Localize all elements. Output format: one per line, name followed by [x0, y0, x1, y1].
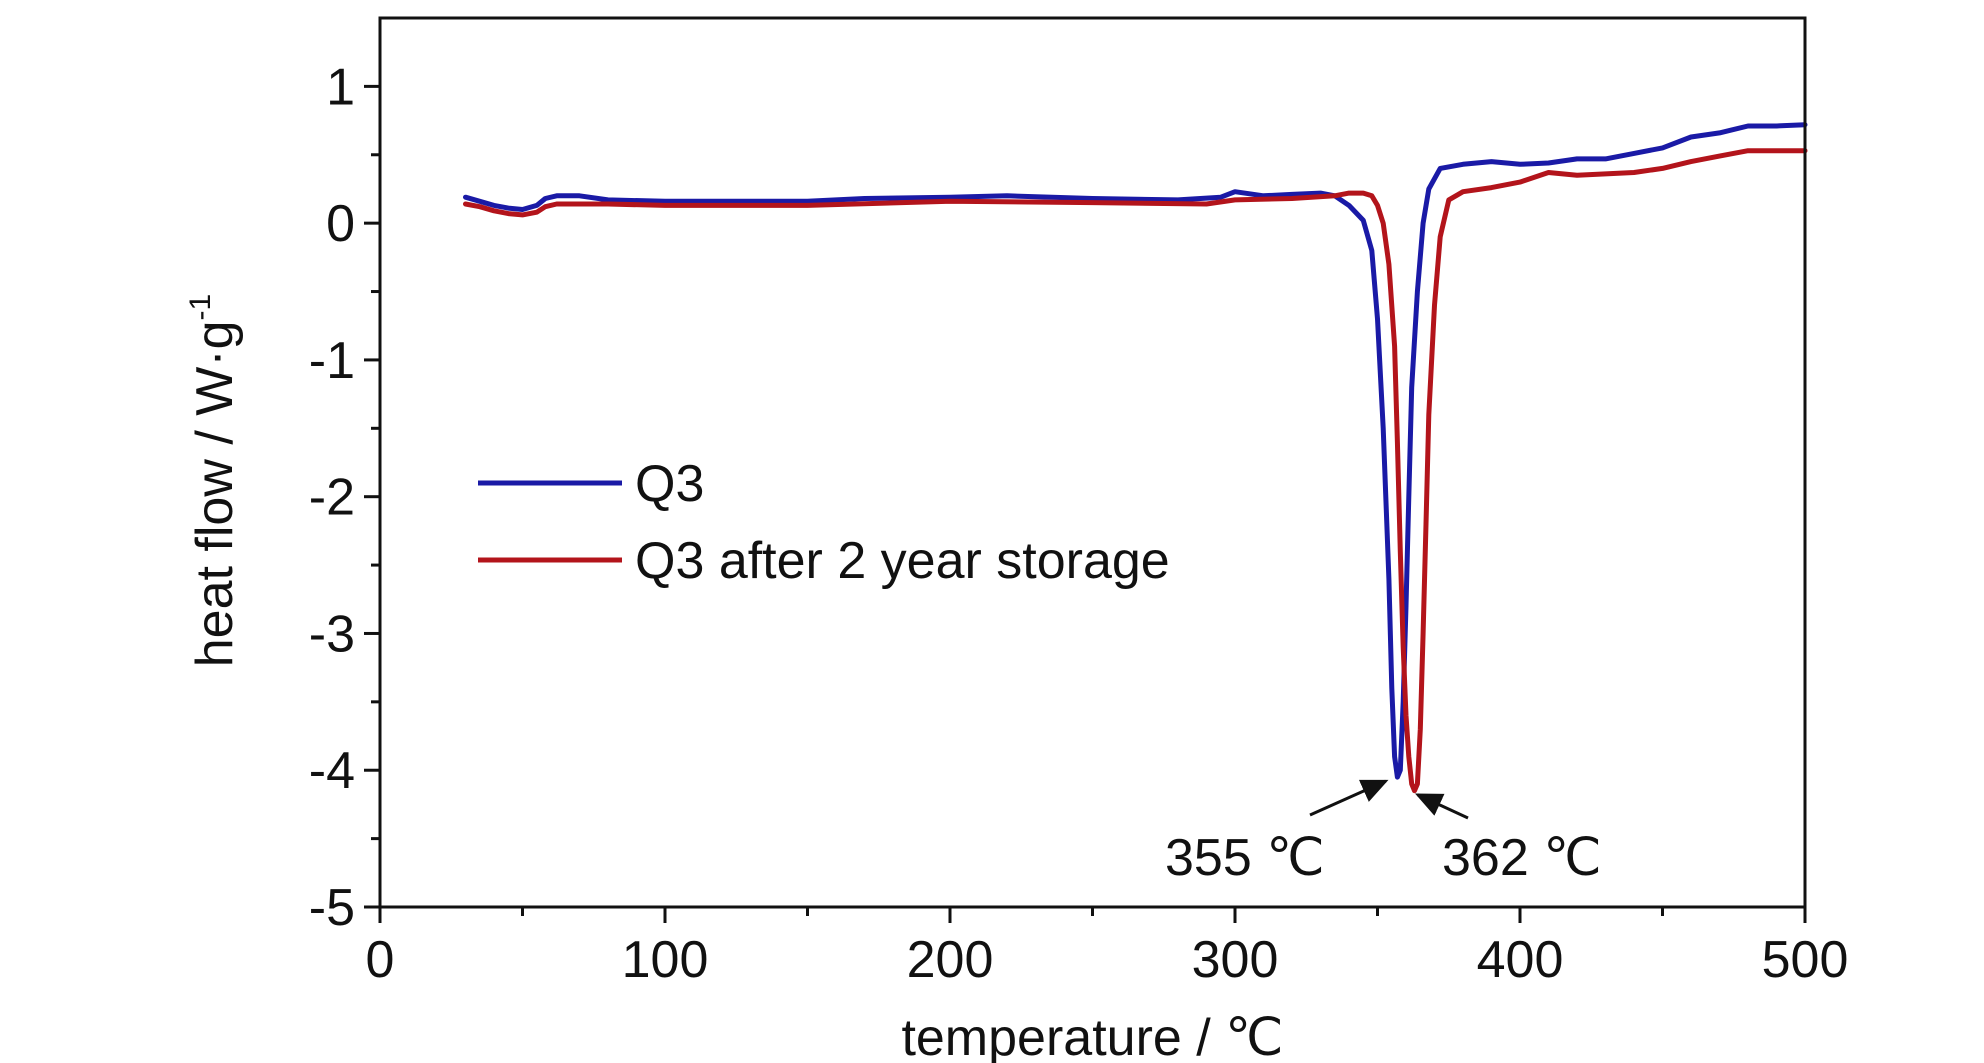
- y-tick-label: -5: [309, 879, 355, 937]
- series-layer: [463, 122, 1808, 794]
- x-tick-label: 400: [1477, 931, 1564, 989]
- y-tick-label: -2: [309, 469, 355, 527]
- legend: Q3 Q3 after 2 year storage: [478, 455, 1170, 590]
- legend-label-2: Q3 after 2 year storage: [635, 532, 1170, 590]
- annotation-label-2: 362 ℃: [1442, 829, 1602, 887]
- x-tick-label: 0: [366, 931, 395, 989]
- annotations: 355 ℃ 362 ℃: [1165, 779, 1602, 887]
- x-tick-label: 100: [622, 931, 709, 989]
- x-tick-label: 200: [907, 931, 994, 989]
- series-line-1: [463, 122, 1808, 780]
- x-axis-title: temperature / ℃: [901, 1009, 1283, 1063]
- y-axis-title-main: heat flow / W·g: [186, 320, 244, 667]
- annotation-label-1: 355 ℃: [1165, 829, 1325, 887]
- y-tick-label: 0: [326, 195, 355, 253]
- y-tick-label: 1: [326, 58, 355, 116]
- y-axis-title-sup: -1: [184, 294, 217, 321]
- y-tick-label: -1: [309, 332, 355, 390]
- x-tick-label: 500: [1762, 931, 1849, 989]
- legend-label-1: Q3: [635, 455, 704, 513]
- y-tick-label: -3: [309, 605, 355, 663]
- annotation-arrow-2: [1414, 793, 1469, 820]
- tick-labels: 0 100 200 300 400 500 1 0 -1 -2 -3 -4 -5: [309, 58, 1849, 989]
- plot-frame: [378, 16, 1807, 909]
- svg-text:heat flow / W·g-1: heat flow / W·g-1: [184, 294, 244, 667]
- y-axis-title: heat flow / W·g-1: [184, 294, 244, 667]
- x-tick-label: 300: [1192, 931, 1279, 989]
- series-line-2: [463, 148, 1808, 794]
- annotation-arrow-1: [1309, 779, 1389, 817]
- y-tick-label: -4: [309, 742, 355, 800]
